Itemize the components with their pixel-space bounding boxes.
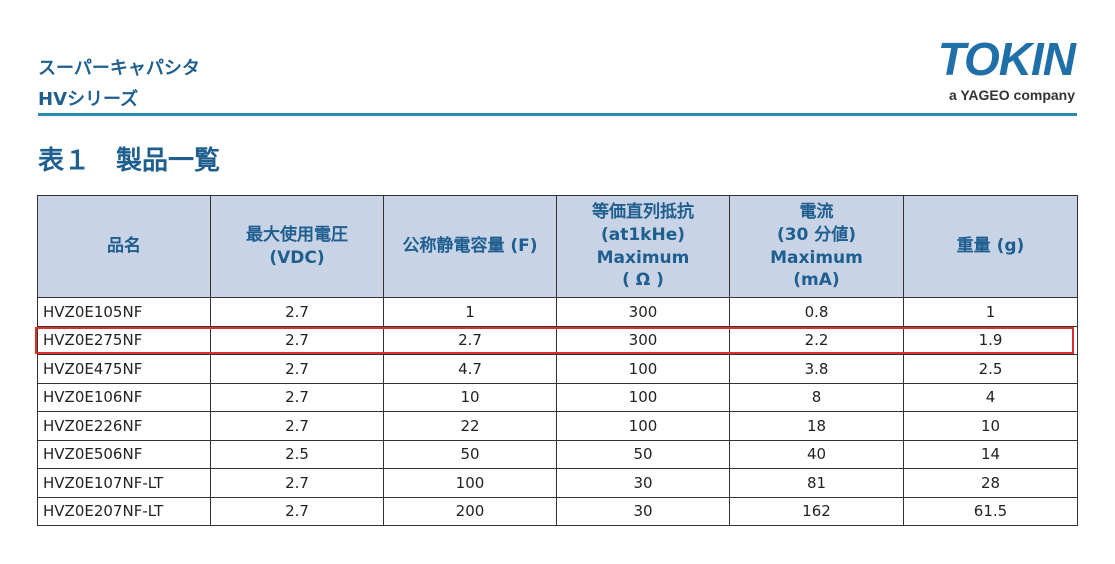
- value-cell: 8: [729, 382, 904, 412]
- value-cell: 10: [903, 411, 1078, 441]
- value-cell: 2.7: [210, 297, 384, 327]
- header-category: スーパーキャパシタ: [38, 58, 200, 79]
- column-header: 公称静電容量 (F): [383, 195, 557, 298]
- value-cell: 28: [903, 468, 1078, 498]
- table-row-highlighted: HVZ0E275NF 2.7 2.7 300 2.2 1.9: [37, 325, 1078, 355]
- column-header: 最大使用電圧 (VDC): [210, 195, 384, 298]
- table-row: HVZ0E106NF 2.7 10 100 8 4: [37, 382, 1078, 412]
- value-cell: 1: [383, 297, 557, 327]
- value-cell: 4: [903, 382, 1078, 412]
- product-name-cell: HVZ0E107NF-LT: [37, 468, 211, 498]
- column-header: 重量 (g): [903, 195, 1078, 298]
- value-cell: 2.7: [210, 325, 384, 355]
- value-cell: 0.8: [729, 297, 904, 327]
- table-row: HVZ0E207NF-LT 2.7 200 30 162 61.5: [37, 496, 1078, 526]
- value-cell: 100: [556, 382, 730, 412]
- value-cell: 2.7: [383, 325, 557, 355]
- value-cell: 10: [383, 382, 557, 412]
- value-cell: 1: [903, 297, 1078, 327]
- value-cell: 2.7: [210, 411, 384, 441]
- value-cell: 1.9: [903, 325, 1078, 355]
- value-cell: 2.7: [210, 468, 384, 498]
- product-name-cell: HVZ0E207NF-LT: [37, 496, 211, 526]
- value-cell: 100: [556, 411, 730, 441]
- header-divider: [38, 113, 1077, 116]
- value-cell: 2.5: [210, 439, 384, 469]
- yageo-tagline: a YAGEO company: [948, 87, 1075, 103]
- column-header: 品名: [37, 195, 211, 298]
- value-cell: 14: [903, 439, 1078, 469]
- value-cell: 4.7: [383, 354, 557, 384]
- value-cell: 2.7: [210, 354, 384, 384]
- value-cell: 22: [383, 411, 557, 441]
- product-name-cell: HVZ0E275NF: [37, 325, 211, 355]
- value-cell: 300: [556, 297, 730, 327]
- product-name-cell: HVZ0E105NF: [37, 297, 211, 327]
- value-cell: 50: [556, 439, 730, 469]
- column-header: 電流 (30 分値) Maximum (mA): [729, 195, 904, 298]
- value-cell: 81: [729, 468, 904, 498]
- product-name-cell: HVZ0E475NF: [37, 354, 211, 384]
- value-cell: 3.8: [729, 354, 904, 384]
- value-cell: 18: [729, 411, 904, 441]
- product-name-cell: HVZ0E226NF: [37, 411, 211, 441]
- table-body: HVZ0E105NF 2.7 1 300 0.8 1 HVZ0E275NF 2.7 2.7 300…: [37, 297, 1078, 526]
- value-cell: 40: [729, 439, 904, 469]
- product-name-cell: HVZ0E106NF: [37, 382, 211, 412]
- value-cell: 30: [556, 496, 730, 526]
- value-cell: 2.7: [210, 496, 384, 526]
- table-row: HVZ0E107NF-LT 2.7 100 30 81 28: [37, 468, 1078, 498]
- header-series: HVシリーズ: [38, 89, 139, 110]
- value-cell: 162: [729, 496, 904, 526]
- product-table: 品名 最大使用電圧 (VDC) 公称静電容量 (F) 等価直列抵抗 (at1kHe) …: [37, 195, 1078, 526]
- value-cell: 2.2: [729, 325, 904, 355]
- value-cell: 30: [556, 468, 730, 498]
- value-cell: 50: [383, 439, 557, 469]
- value-cell: 200: [383, 496, 557, 526]
- product-name-cell: HVZ0E506NF: [37, 439, 211, 469]
- value-cell: 100: [556, 354, 730, 384]
- value-cell: 2.7: [210, 382, 384, 412]
- tokin-logo: TOKIN: [937, 33, 1076, 85]
- table-row: HVZ0E105NF 2.7 1 300 0.8 1: [37, 297, 1078, 327]
- table-title: 表１ 製品一覧: [38, 146, 221, 176]
- table-header-row: 品名 最大使用電圧 (VDC) 公称静電容量 (F) 等価直列抵抗 (at1kHe) …: [37, 195, 1078, 298]
- column-header: 等価直列抵抗 (at1kHe) Maximum ( Ω ): [556, 195, 730, 298]
- value-cell: 2.5: [903, 354, 1078, 384]
- value-cell: 61.5: [903, 496, 1078, 526]
- table-row: HVZ0E506NF 2.5 50 50 40 14: [37, 439, 1078, 469]
- table-row: HVZ0E226NF 2.7 22 100 18 10: [37, 411, 1078, 441]
- table-row: HVZ0E475NF 2.7 4.7 100 3.8 2.5: [37, 354, 1078, 384]
- value-cell: 100: [383, 468, 557, 498]
- value-cell: 300: [556, 325, 730, 355]
